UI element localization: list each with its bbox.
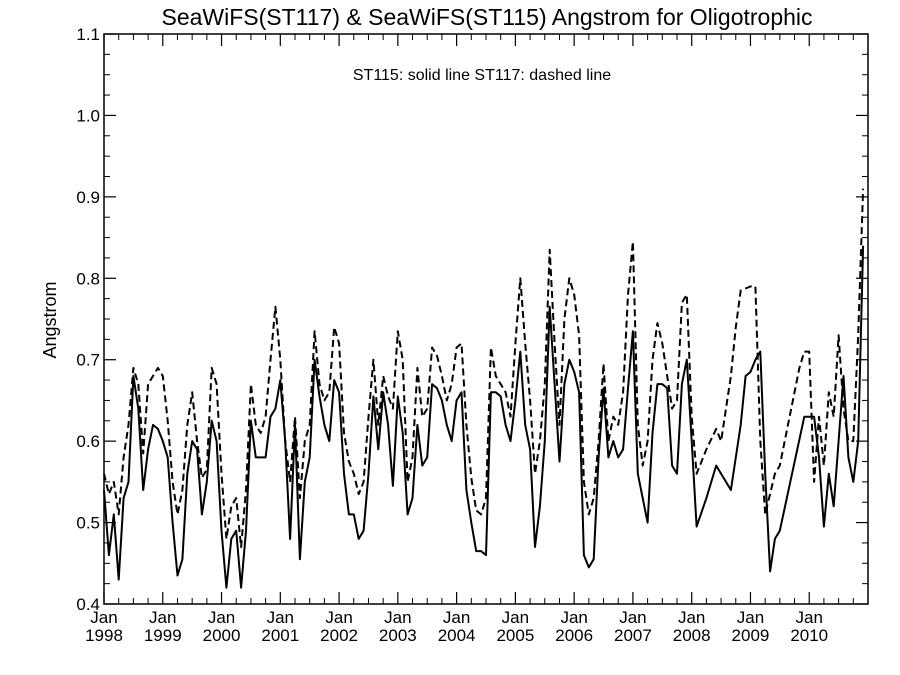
axis-ticks: 0.40.50.60.70.80.91.01.1Jan1998Jan1999Ja… (76, 25, 868, 645)
x-tick-month-label: Jan (737, 608, 764, 627)
x-tick-month-label: Jan (619, 608, 646, 627)
y-tick-label: 0.8 (76, 269, 100, 288)
x-tick-month-label: Jan (502, 608, 529, 627)
legend-annotation: ST115: solid line ST117: dashed line (353, 67, 611, 84)
x-tick-year-label: 1998 (85, 626, 123, 645)
x-tick-month-label: Jan (90, 608, 117, 627)
x-tick-year-label: 2005 (496, 626, 534, 645)
x-tick-month-label: Jan (325, 608, 352, 627)
y-tick-label: 0.9 (76, 188, 100, 207)
x-tick-month-label: Jan (267, 608, 294, 627)
x-tick-year-label: 2008 (673, 626, 711, 645)
x-tick-month-label: Jan (560, 608, 587, 627)
x-tick-month-label: Jan (443, 608, 470, 627)
y-tick-label: 0.7 (76, 351, 100, 370)
y-tick-label: 0.4 (76, 595, 100, 614)
x-tick-month-label: Jan (208, 608, 235, 627)
x-tick-year-label: 1999 (144, 626, 182, 645)
series-line-st117 (103, 188, 865, 548)
chart-title: SeaWiFS(ST117) & SeaWiFS(ST115) Angstrom… (161, 4, 812, 30)
x-tick-year-label: 2007 (614, 626, 652, 645)
y-axis-label: Angstrom (40, 281, 60, 358)
series-line-st115 (103, 245, 865, 589)
y-tick-label: 0.5 (76, 514, 100, 533)
y-tick-label: 1.0 (76, 106, 100, 125)
x-tick-year-label: 2010 (790, 626, 828, 645)
x-tick-year-label: 2003 (379, 626, 417, 645)
x-tick-year-label: 2000 (203, 626, 241, 645)
x-tick-month-label: Jan (678, 608, 705, 627)
x-tick-month-label: Jan (384, 608, 411, 627)
x-tick-year-label: 2002 (320, 626, 358, 645)
plot-frame (103, 33, 869, 605)
y-tick-label: 0.6 (76, 432, 100, 451)
x-tick-year-label: 2001 (261, 626, 299, 645)
x-tick-year-label: 2004 (438, 626, 476, 645)
y-tick-label: 1.1 (76, 25, 100, 44)
series-lines (103, 188, 865, 589)
x-tick-month-label: Jan (796, 608, 823, 627)
x-tick-year-label: 2006 (555, 626, 593, 645)
x-tick-month-label: Jan (149, 608, 176, 627)
x-tick-year-label: 2009 (732, 626, 770, 645)
